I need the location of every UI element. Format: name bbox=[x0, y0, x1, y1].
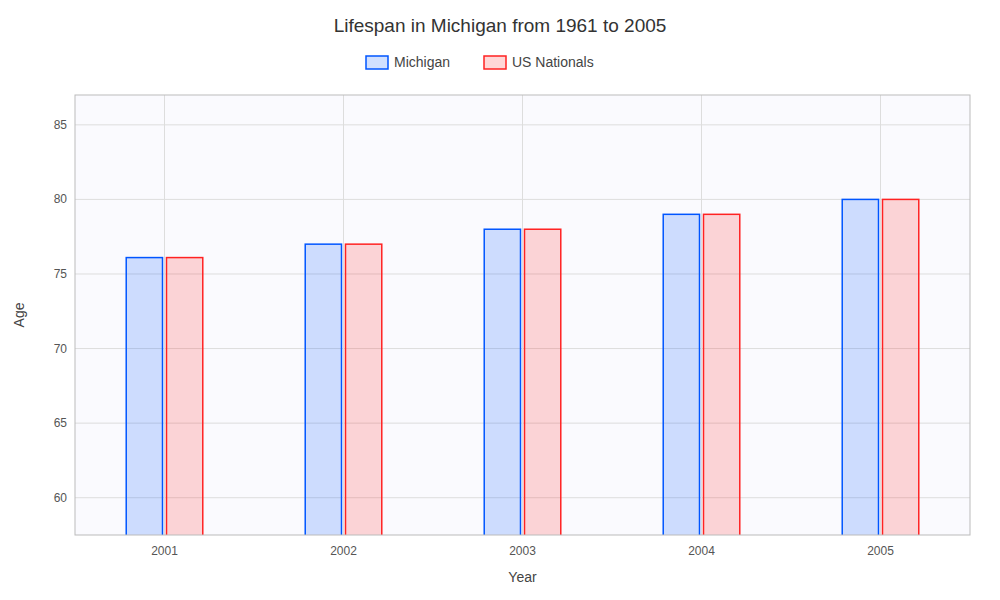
x-tick-label: 2004 bbox=[688, 544, 715, 558]
title: Lifespan in Michigan from 1961 to 2005 bbox=[334, 15, 667, 36]
bar bbox=[484, 229, 520, 535]
x-grid-line bbox=[343, 95, 344, 535]
x-axis-label: Year bbox=[508, 569, 537, 585]
legend-swatch bbox=[366, 56, 388, 69]
x-grid-line bbox=[880, 95, 881, 535]
bar bbox=[704, 214, 740, 535]
bar bbox=[883, 199, 919, 535]
bar bbox=[126, 258, 162, 535]
bars bbox=[126, 199, 919, 535]
plot-area bbox=[75, 95, 970, 535]
bar bbox=[305, 244, 341, 535]
x-grid-line bbox=[522, 95, 523, 535]
y-tick-label: 80 bbox=[54, 192, 68, 206]
bar bbox=[663, 214, 699, 535]
legend-swatch bbox=[484, 56, 506, 69]
x-grid-line bbox=[701, 95, 702, 535]
x-tick-label: 2005 bbox=[867, 544, 894, 558]
y-tick-label: 70 bbox=[54, 342, 68, 356]
chart: 60 65 70 75 80 85 2001 2002 2003 2004 2005 Lifespan… bbox=[0, 0, 1000, 600]
legend-label: US Nationals bbox=[512, 54, 594, 70]
x-tick-label: 2003 bbox=[509, 544, 536, 558]
bar bbox=[842, 199, 878, 535]
y-axis-label: Age bbox=[11, 302, 27, 327]
y-tick-label: 65 bbox=[54, 416, 68, 430]
legend: Michigan US Nationals bbox=[366, 54, 594, 70]
y-tick-label: 60 bbox=[54, 491, 68, 505]
bar bbox=[346, 244, 382, 535]
legend-label: Michigan bbox=[394, 54, 450, 70]
y-tick-label: 75 bbox=[54, 267, 68, 281]
x-tick-label: 2002 bbox=[330, 544, 357, 558]
plot-frame bbox=[75, 95, 970, 535]
y-tick-label: 85 bbox=[54, 118, 68, 132]
bar bbox=[525, 229, 561, 535]
bar bbox=[167, 258, 203, 535]
x-tick-label: 2001 bbox=[151, 544, 178, 558]
x-grid-line bbox=[164, 95, 165, 535]
